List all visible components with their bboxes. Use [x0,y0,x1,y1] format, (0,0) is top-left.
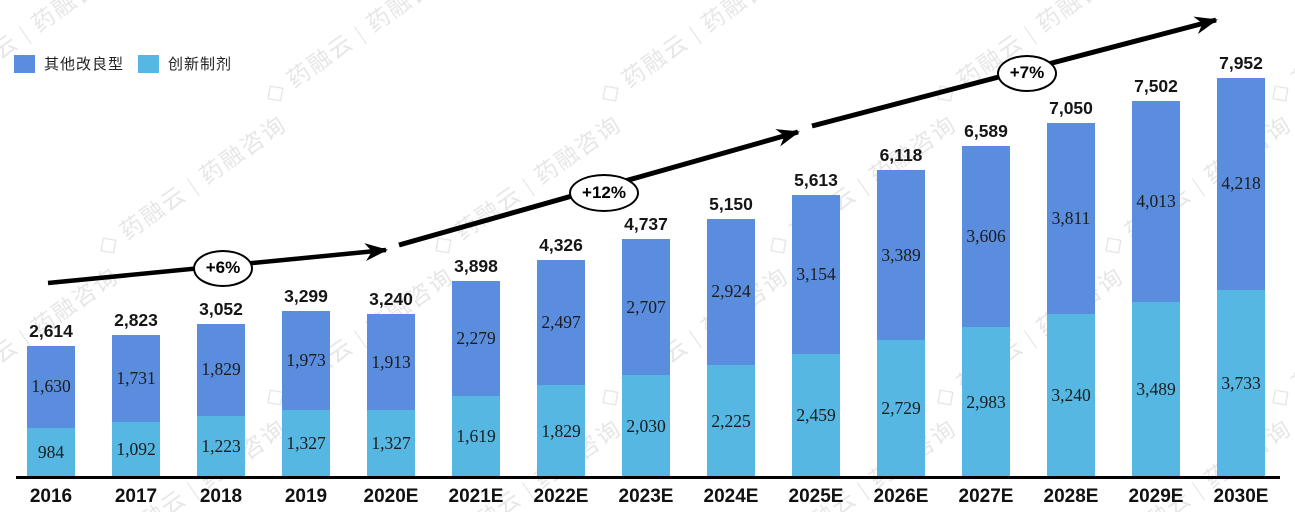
x-axis-tick-label: 2026E [873,486,929,507]
bar-total-label: 2,614 [29,320,73,341]
growth-rate-annotation: +6% [193,249,253,287]
bar-segment-other-improved: 3,811 [1047,123,1095,315]
bar-segment-other-improved: 1,913 [367,314,415,411]
bar-segment-innovative: 1,619 [452,395,500,477]
x-axis-line [16,476,1280,479]
bar-segment-innovative: 3,733 [1217,289,1265,477]
bar-segment-other-improved: 3,154 [792,195,840,354]
bar-segment-innovative: 3,489 [1132,301,1180,477]
bar-segment-other-improved: 2,924 [707,218,755,366]
x-axis-tick-label: 2020E [363,486,419,507]
x-axis-tick-label: 2028E [1043,486,1099,507]
bar-segment-other-improved: 4,218 [1217,78,1265,290]
x-axis-tick-label: 2027E [958,486,1014,507]
bar-total-label: 5,150 [709,193,753,214]
growth-rate-annotation: +7% [997,54,1057,92]
bar-total-label: 7,952 [1219,53,1263,74]
x-axis-tick-label: 2021E [448,486,504,507]
legend-swatch-other-improved-icon [14,54,35,73]
bar-total-label: 3,240 [369,289,413,310]
bar-segment-other-improved: 1,829 [197,323,245,416]
bar-segment-other-improved: 3,389 [877,170,925,341]
bar-segment-innovative: 2,729 [877,340,925,477]
bar-total-label: 4,737 [624,214,668,235]
bar-total-label: 6,589 [964,121,1008,142]
bar-total-label: 6,118 [879,145,923,166]
x-axis-tick-label: 2029E [1128,486,1184,507]
growth-rate-annotation: +12% [569,174,639,212]
bar-total-label: 4,326 [539,234,583,255]
bar-segment-innovative: 984 [27,427,75,477]
bar-segment-other-improved: 4,013 [1132,100,1180,302]
x-axis-tick-label: 2023E [618,486,674,507]
bar-segment-innovative: 2,030 [622,375,670,477]
legend-label: 创新制剂 [168,57,233,73]
x-axis-tick-label: 2019 [284,486,328,507]
x-axis-tick-label: 2017 [114,486,158,507]
bar-segment-other-improved: 2,279 [452,281,500,396]
bar-segment-innovative: 1,327 [282,410,330,477]
x-axis-tick-label: 2018 [199,486,243,507]
x-axis-tick-label: 2030E [1213,486,1269,507]
bar-segment-innovative: 1,092 [112,422,160,477]
legend-swatch-innovative-formulation-icon [138,54,160,73]
bar-segment-innovative: 2,225 [707,365,755,477]
bar-total-label: 7,050 [1049,98,1093,119]
bar-segment-innovative: 1,327 [367,410,415,477]
x-axis-tick-label: 2025E [788,486,844,507]
bar-segment-other-improved: 1,630 [27,345,75,428]
bar-segment-other-improved: 1,731 [112,335,160,423]
bar-segment-innovative: 2,459 [792,353,840,477]
bar-segment-other-improved: 2,497 [537,259,585,386]
bar-total-label: 3,299 [284,286,328,307]
x-axis-tick-label: 2024E [703,486,759,507]
bar-segment-other-improved: 3,606 [962,146,1010,328]
legend-label: 其他改良型 [44,57,125,73]
bar-segment-innovative: 2,983 [962,327,1010,477]
bar-total-label: 7,502 [1134,75,1178,96]
x-axis-tick-label: 2016 [29,486,73,507]
bar-total-label: 5,613 [794,170,838,191]
bar-segment-innovative: 1,223 [197,415,245,477]
bar-segment-other-improved: 1,973 [282,311,330,411]
legend-item-other-improved: 其他改良型 [14,53,124,74]
bar-segment-innovative: 3,240 [1047,314,1095,477]
legend-item-innovative-formulation: 创新制剂 [138,53,232,74]
x-axis-tick-label: 2022E [533,486,589,507]
bar-total-label: 3,052 [199,298,243,319]
bar-total-label: 3,898 [454,256,498,277]
bar-total-label: 2,823 [114,310,158,331]
chart-legend: 其他改良型 创新制剂 [14,53,232,74]
bar-segment-innovative: 1,829 [537,385,585,477]
bar-segment-other-improved: 2,707 [622,239,670,376]
